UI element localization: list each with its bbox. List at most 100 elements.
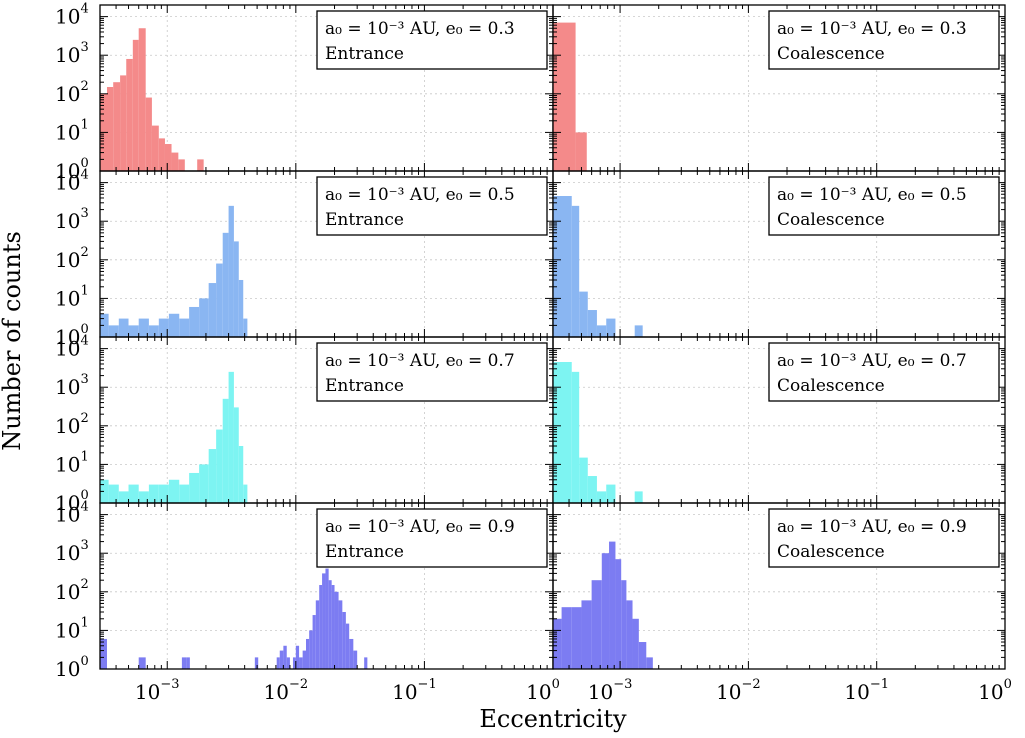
legend-box [768, 10, 1000, 70]
y-tick-label: 103 [55, 40, 89, 67]
x-tick-label: 10−1 [844, 677, 889, 704]
histogram-bar [108, 325, 119, 337]
x-tick-label: 10−2 [264, 677, 309, 704]
y-tick-label: 102 [55, 79, 89, 106]
legend-params-prefix: a₀ = 10⁻³ AU, e₀ = [325, 351, 488, 371]
histogram-bar [353, 650, 358, 669]
histogram-bar [579, 457, 588, 503]
panel-frame [552, 502, 1006, 670]
y-tick-label: 104 [55, 500, 89, 527]
histogram-bar [587, 310, 597, 337]
x-tick-label: 10−3 [588, 677, 633, 704]
histogram-bar [626, 600, 633, 669]
y-tick-label: 102 [55, 577, 89, 604]
legend-params: a₀ = 10⁻³ AU, e₀ = 0.3 [325, 19, 515, 39]
histogram-bar [128, 325, 139, 337]
histogram-bar [591, 580, 602, 669]
legend-box [316, 176, 548, 236]
panel-5: a₀ = 10⁻³ AU, e₀ = 0.7 Coalescence [552, 336, 1006, 504]
histogram-bar [120, 75, 127, 171]
histogram-bar [138, 28, 146, 171]
histogram-bar [216, 429, 223, 503]
histogram-bar [199, 298, 209, 337]
y-tick-label: 102 [55, 245, 89, 272]
histogram-bar [292, 657, 296, 669]
legend-box [768, 342, 1000, 402]
y-tick-label: 101 [55, 283, 89, 310]
x-tick-label: 100 [978, 677, 1012, 704]
y-tick-exponent: 3 [80, 40, 88, 55]
histogram-bar [145, 97, 152, 171]
legend-phase: Entrance [325, 542, 404, 562]
histogram-bar [646, 657, 653, 669]
y-tick-exponent: 2 [80, 245, 88, 260]
panel-7: a₀ = 10⁻³ AU, e₀ = 0.9 Coalescence [552, 502, 1006, 670]
histogram-bar [606, 484, 616, 503]
histogram-bar [325, 568, 329, 669]
histogram-bar [179, 484, 190, 503]
legend-box [316, 342, 548, 402]
legend-box [316, 508, 548, 568]
legend-phase: Coalescence [777, 542, 885, 562]
histogram-bar [148, 484, 159, 503]
legend-e0-value: 0.5 [940, 185, 967, 205]
x-tick-label: 10−1 [392, 677, 437, 704]
y-tick-exponent: 2 [80, 577, 88, 592]
legend-params-prefix: a₀ = 10⁻³ AU, e₀ = [777, 185, 940, 205]
histogram-bar [286, 657, 290, 669]
y-tick-exponent: 3 [80, 538, 88, 553]
histogram-bar [100, 313, 109, 337]
legend-phase: Coalescence [777, 210, 885, 230]
histogram-bar [151, 125, 159, 171]
legend-params: a₀ = 10⁻³ AU, e₀ = 0.7 [325, 351, 515, 371]
y-tick-exponent: 4 [80, 168, 88, 183]
x-tick-exponent: −3 [160, 677, 179, 692]
histogram-bar [571, 205, 580, 337]
legend-phase: Entrance [325, 376, 404, 396]
y-tick-exponent: 0 [80, 488, 88, 503]
histogram-bar [364, 657, 368, 669]
y-tick-label: 104 [55, 334, 89, 361]
histogram-bar [138, 491, 149, 503]
histogram-bar [295, 645, 300, 669]
legend-box [768, 508, 1000, 568]
histogram-bar [181, 657, 187, 669]
y-tick-exponent: 4 [80, 2, 88, 17]
panel-1: a₀ = 10⁻³ AU, e₀ = 0.3 Coalescence [552, 4, 1006, 172]
histogram-bar [233, 407, 239, 503]
histogram-bar [334, 591, 339, 669]
x-tick-exponent: −3 [613, 677, 632, 692]
histogram-bar [138, 657, 146, 669]
x-tick-exponent: −2 [742, 677, 761, 692]
y-tick-exponent: 1 [80, 117, 88, 132]
histogram-bar [100, 638, 107, 669]
y-tick-label: 104 [55, 2, 89, 29]
y-tick-exponent: 1 [80, 283, 88, 298]
legend-e0-value: 0.9 [940, 517, 967, 537]
y-tick-label: 103 [55, 372, 89, 399]
y-tick-exponent: 3 [80, 206, 88, 221]
x-tick-exponent: −1 [870, 677, 889, 692]
histogram-bar [596, 325, 607, 337]
histogram-bar [279, 650, 284, 669]
x-tick-label: 10−2 [716, 677, 761, 704]
y-tick-label: 101 [55, 615, 89, 642]
histogram-bar [100, 479, 109, 503]
legend-params: a₀ = 10⁻³ AU, e₀ = 0.9 [777, 517, 967, 537]
x-tick-exponent: 0 [552, 677, 560, 692]
histogram-bar [638, 642, 647, 669]
legend-e0-value: 0.3 [940, 19, 967, 39]
histogram-bar [575, 132, 587, 171]
legend-phase: Entrance [325, 210, 404, 230]
y-tick-label: 101 [55, 449, 89, 476]
histogram-bar [118, 491, 129, 503]
y-tick-label: 100 [55, 654, 89, 681]
histogram-bar [601, 553, 610, 669]
histogram-bar [178, 159, 185, 171]
histogram-bar [171, 152, 179, 171]
histogram-bar [108, 484, 119, 503]
histogram-bar [106, 87, 114, 171]
histogram-bar [306, 638, 310, 669]
histogram-bar [322, 573, 326, 669]
